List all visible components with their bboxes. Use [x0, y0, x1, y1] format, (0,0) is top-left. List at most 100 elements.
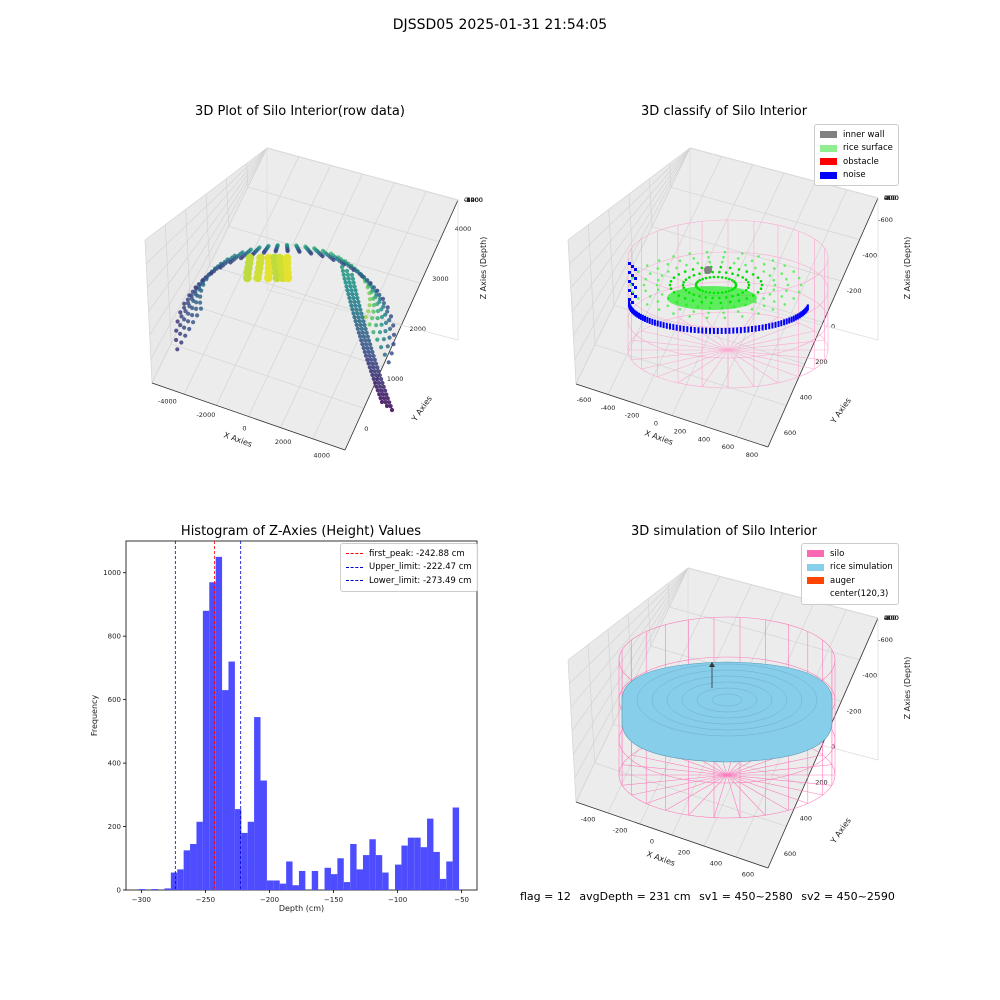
- z-tick-label: -800: [464, 196, 479, 204]
- noise-mark: [665, 322, 668, 329]
- data-point: [379, 322, 384, 327]
- data-point: [283, 273, 293, 283]
- data-point: [375, 337, 380, 342]
- rice-point: [757, 255, 760, 258]
- rice-point: [723, 250, 727, 254]
- wire-spoke: [727, 322, 799, 351]
- rice-point: [736, 310, 740, 313]
- hist-bar: [215, 556, 223, 890]
- rice-point: [685, 263, 688, 267]
- data-point: [350, 307, 355, 312]
- legend-label: first_peak: -242.88 cm: [369, 548, 465, 559]
- z-tick-label: -600: [464, 196, 479, 204]
- data-point: [375, 388, 380, 393]
- rice-point: [675, 266, 678, 270]
- rice-point: [629, 283, 633, 287]
- legend-label: rice simulation: [830, 562, 893, 573]
- rice-point: [772, 288, 775, 292]
- x-tick-label: 400: [698, 435, 710, 443]
- hist-bar: [452, 807, 460, 890]
- data-point: [379, 399, 385, 405]
- data-point: [377, 292, 382, 298]
- noise-points: [628, 262, 809, 334]
- back-frame: [266, 147, 459, 341]
- x-tick-label: 2000: [275, 438, 292, 446]
- wire-spoke: [727, 349, 825, 361]
- noise-mark: [796, 313, 799, 320]
- data-point: [272, 273, 282, 283]
- legend-swatch: [807, 577, 824, 585]
- noise-mark: [777, 321, 780, 327]
- figure-title: DJSSD05 2025-01-31 21:54:05: [392, 17, 608, 33]
- data-point: [195, 313, 200, 318]
- rice-point: [648, 272, 652, 275]
- hist-bar: [446, 861, 453, 890]
- z-tick-label: -200: [464, 196, 479, 204]
- wire-spoke: [727, 339, 825, 351]
- data-point: [368, 281, 373, 286]
- data-point: [182, 305, 187, 310]
- rice-point: [672, 276, 676, 280]
- data-point: [357, 319, 362, 324]
- rice-point: [762, 297, 765, 300]
- rice-point: [672, 312, 675, 315]
- data-point: [187, 326, 192, 332]
- data-point: [331, 257, 336, 262]
- data-point: [353, 303, 358, 308]
- legend-label: Upper_limit: -222.47 cm: [369, 562, 472, 573]
- data-point: [352, 299, 357, 304]
- data-point: [367, 322, 372, 327]
- data-point: [193, 285, 198, 290]
- data-point: [182, 301, 187, 306]
- data-point: [182, 317, 187, 322]
- data-point: [376, 380, 381, 385]
- data-point: [384, 392, 389, 397]
- rice-point: [660, 274, 664, 277]
- data-point: [273, 249, 278, 254]
- data-point: [374, 373, 379, 378]
- rice-point: [669, 280, 673, 283]
- z-tick-label: -400: [884, 194, 899, 202]
- data-point: [383, 400, 388, 405]
- x-tick-label: 600: [742, 871, 754, 879]
- rice-point: [657, 278, 660, 282]
- wire-spoke: [701, 313, 729, 351]
- x-tick-label: −300: [132, 896, 151, 904]
- data-point: [340, 268, 345, 273]
- noise-mark: [682, 325, 685, 332]
- data-point: [362, 323, 367, 328]
- legend-item-inner-wall: inner wall: [820, 128, 893, 142]
- rice-point: [785, 289, 788, 293]
- data-point: [351, 311, 356, 316]
- rice-point: [768, 274, 772, 277]
- data-point: [383, 312, 388, 317]
- data-point: [385, 305, 390, 310]
- data-point: [354, 292, 359, 297]
- gridline: [670, 186, 860, 240]
- surface-contour: [696, 687, 758, 713]
- legend-label: center(120,3): [830, 589, 889, 600]
- y-tick-label: 400: [108, 760, 121, 768]
- gridline: [567, 147, 691, 241]
- y-tick-label: 600: [784, 850, 796, 858]
- noise-mark: [634, 277, 637, 280]
- noise-mark: [747, 326, 750, 333]
- rice-point: [759, 287, 763, 291]
- hist-bar: [279, 883, 287, 890]
- data-point: [352, 315, 357, 320]
- data-point: [356, 299, 361, 305]
- noise-mark: [641, 314, 644, 321]
- x-tick-label: -2000: [196, 411, 215, 419]
- legend-label: auger: [830, 575, 855, 586]
- wire-spoke: [726, 764, 832, 776]
- x-tick-label: −100: [388, 896, 407, 904]
- data-point: [341, 272, 346, 277]
- noise-mark: [732, 327, 735, 334]
- rice-point: [682, 281, 685, 284]
- gridline: [145, 147, 268, 265]
- data-point: [375, 316, 380, 321]
- data-point: [371, 330, 376, 335]
- z-tick-label: -1000: [464, 196, 483, 204]
- data-point: [347, 280, 352, 285]
- data-point: [387, 335, 392, 340]
